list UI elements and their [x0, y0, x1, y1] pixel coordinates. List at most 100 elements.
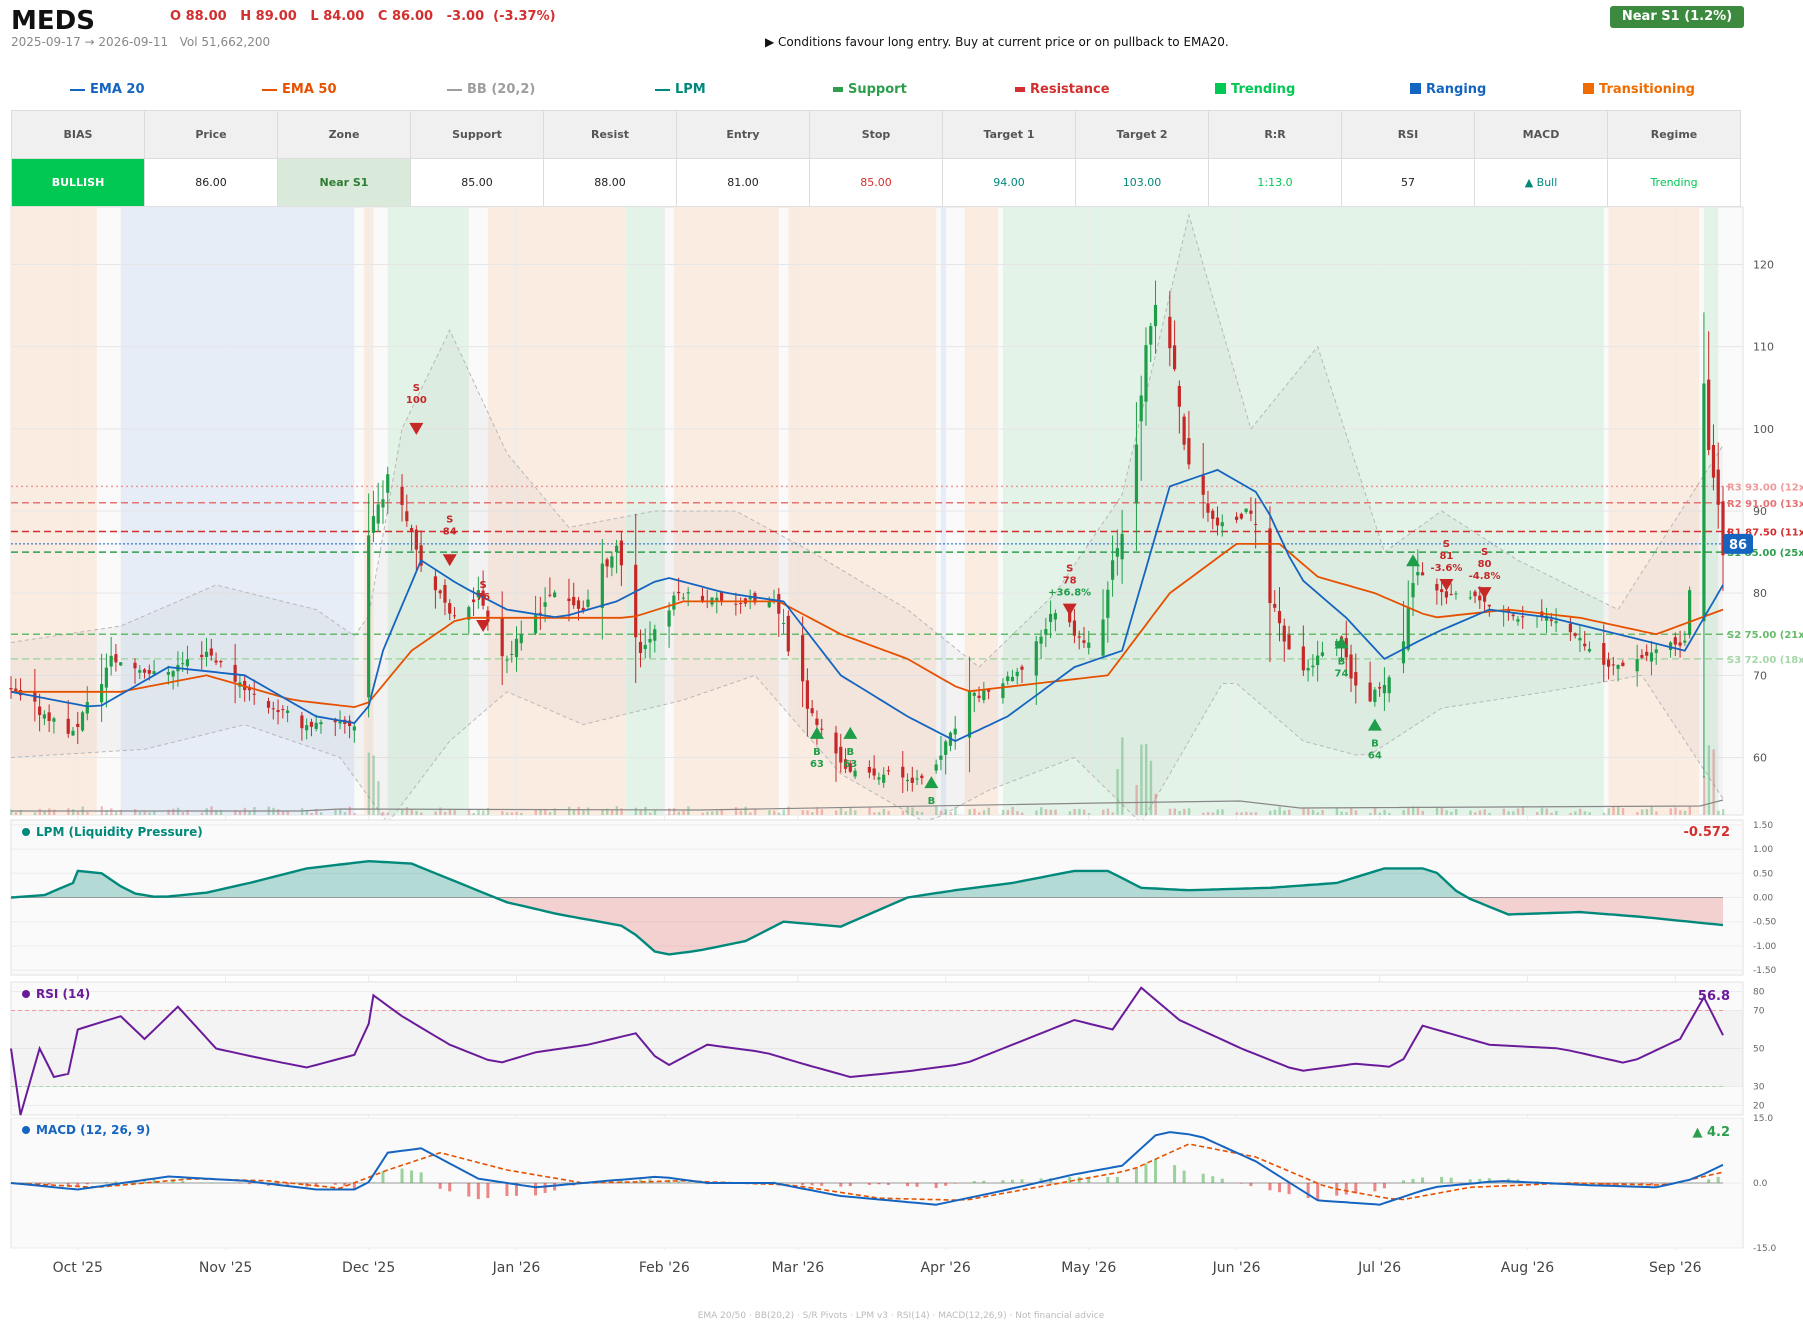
- macd-histogram-bar: [476, 1183, 480, 1200]
- volume-bar: [854, 810, 857, 815]
- volume-bar: [1669, 808, 1672, 815]
- volume-bar: [38, 808, 42, 815]
- candle-body: [939, 755, 943, 760]
- candle-body: [810, 708, 814, 714]
- candle-body: [734, 603, 738, 605]
- candle-body: [1120, 533, 1124, 560]
- macd-histogram-bar: [247, 1183, 251, 1185]
- candle-body: [1635, 659, 1639, 672]
- price-tick-label: 120: [1753, 259, 1774, 272]
- volume-bar: [587, 807, 590, 815]
- x-tick-label: Jan '26: [492, 1260, 541, 1276]
- candle-body: [1411, 583, 1415, 598]
- volume-bar: [868, 807, 871, 815]
- macd-histogram-bar: [543, 1183, 547, 1193]
- macd-histogram-bar: [219, 1183, 223, 1184]
- volume-bar: [353, 812, 356, 815]
- volume-bar: [1307, 808, 1310, 815]
- candle-body: [653, 629, 657, 641]
- stats-value-target-1: 94.00: [942, 158, 1076, 207]
- volume-bar: [172, 808, 175, 815]
- volume-bar: [33, 812, 37, 815]
- signal-label: S: [1481, 547, 1488, 558]
- volume-bar: [601, 809, 604, 815]
- volume-bar: [572, 809, 576, 815]
- buy-signal-icon: [924, 776, 939, 789]
- volume-bar: [1412, 806, 1415, 815]
- macd-histogram-bar: [534, 1183, 538, 1196]
- volume-bar: [1674, 807, 1677, 815]
- macd-histogram-bar: [848, 1183, 852, 1187]
- candle-body: [1220, 522, 1224, 527]
- candle-body: [920, 775, 924, 779]
- candle-body: [1382, 684, 1387, 694]
- macd-histogram-bar: [1354, 1183, 1358, 1194]
- volume-bar: [386, 812, 390, 815]
- volume-bar: [1574, 811, 1577, 815]
- volume-bar: [143, 810, 146, 815]
- macd-histogram-bar: [877, 1183, 881, 1185]
- candle-body: [1001, 683, 1005, 699]
- volume-bar: [238, 811, 242, 815]
- stats-value-price: 86.00: [144, 158, 278, 207]
- signal-pct: -4.8%: [1469, 571, 1501, 582]
- candle-body: [915, 778, 919, 780]
- macd-tick-label: 0.0: [1753, 1179, 1768, 1189]
- macd-histogram-bar: [314, 1183, 318, 1187]
- volume-bar: [148, 812, 151, 815]
- candle-body: [85, 702, 89, 714]
- volume-bar: [1588, 812, 1591, 815]
- lpm-title: LPM (Liquidity Pressure): [36, 825, 203, 839]
- legend-label: Resistance: [1030, 82, 1110, 97]
- legend-label: Ranging: [1426, 82, 1487, 97]
- volume-bar: [1555, 810, 1558, 815]
- macd-title-dot-icon: [22, 1126, 30, 1134]
- volume-bar: [467, 809, 471, 815]
- volume-bar: [1450, 811, 1453, 815]
- legend-item-transitioning: Transitioning: [1583, 82, 1695, 97]
- candle-body: [953, 728, 957, 735]
- macd-histogram-bar: [448, 1183, 452, 1192]
- signal-label: B: [928, 796, 936, 807]
- sr-level-label: R2 91.00 (13x): [1727, 499, 1803, 510]
- candle-body: [305, 725, 309, 731]
- candle-body: [1649, 652, 1654, 662]
- candle-body: [1440, 589, 1444, 593]
- volume-bar: [76, 811, 80, 815]
- volume-bar: [477, 809, 480, 815]
- candle-body: [1468, 597, 1472, 599]
- candle-body: [1201, 475, 1205, 495]
- volume-bar: [1688, 806, 1692, 815]
- stats-value-stop: 85.00: [809, 158, 943, 207]
- volume-bar: [1507, 811, 1510, 815]
- candle-body: [548, 594, 552, 596]
- candle-body: [505, 659, 509, 661]
- candle-body: [347, 720, 352, 726]
- candle-body: [1087, 642, 1091, 648]
- date-range: 2025-09-17 → 2026-09-11: [11, 35, 169, 49]
- legend-item-lpm: LPM: [655, 82, 706, 97]
- candle-body: [1048, 613, 1053, 622]
- stats-header-zone: Zone: [277, 110, 411, 159]
- volume-bar: [1650, 806, 1653, 815]
- candle-body: [171, 671, 175, 677]
- macd-histogram-bar: [1678, 1183, 1682, 1184]
- volume-bar: [1469, 810, 1472, 815]
- volume-bar: [811, 812, 814, 815]
- volume-bar: [544, 809, 547, 815]
- macd-histogram-bar: [810, 1183, 814, 1186]
- volume-bar: [1578, 808, 1582, 815]
- legend-item-ema-50: EMA 50: [262, 82, 337, 97]
- macd-histogram-bar: [381, 1171, 385, 1183]
- volume-bar: [901, 810, 905, 815]
- candle-body: [1006, 676, 1010, 681]
- macd-title: MACD (12, 26, 9): [36, 1123, 150, 1137]
- volume-bar: [1245, 811, 1248, 815]
- signal-value: 80: [1478, 559, 1492, 570]
- x-tick-label: Dec '25: [342, 1260, 395, 1276]
- volume-bar: [877, 812, 881, 815]
- volume-bar: [849, 806, 852, 815]
- volume-bar: [944, 809, 948, 815]
- stats-header-support: Support: [410, 110, 544, 159]
- candle-body: [400, 486, 404, 505]
